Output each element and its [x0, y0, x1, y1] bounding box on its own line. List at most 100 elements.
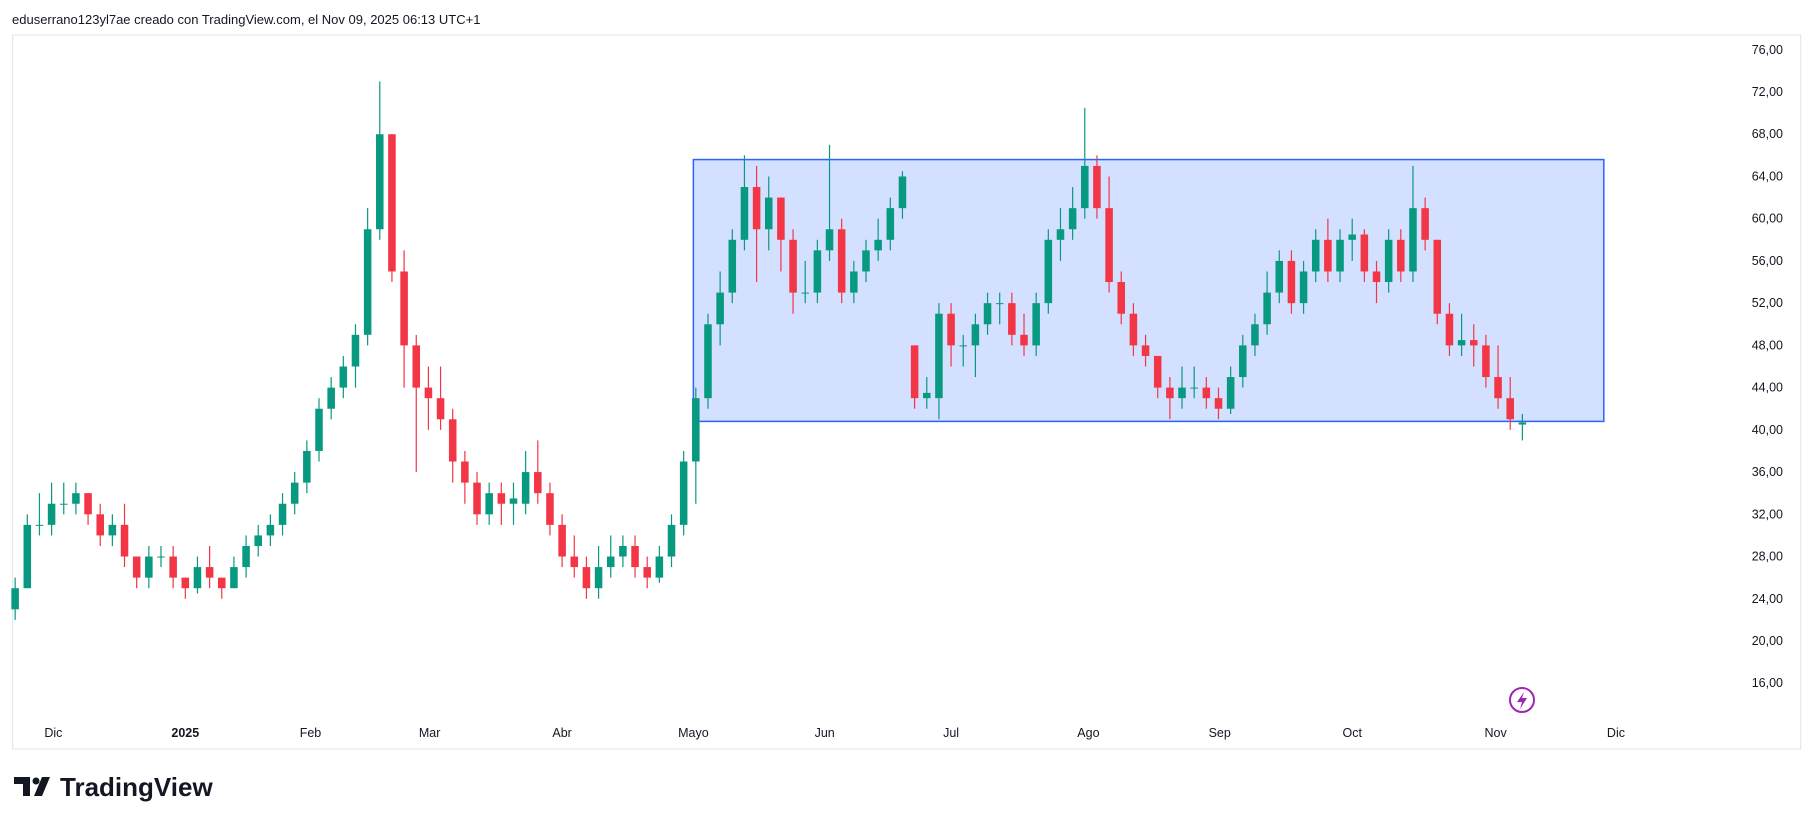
alert-icon — [1509, 687, 1535, 713]
y-tick-label: 48,00 — [1752, 338, 1783, 352]
candle-body — [1129, 313, 1138, 346]
y-tick-label: 44,00 — [1752, 381, 1783, 395]
candle-body — [922, 392, 931, 399]
y-tick-label: 36,00 — [1752, 465, 1783, 479]
candle-body — [1032, 303, 1040, 346]
candle-body — [181, 577, 190, 589]
candle-body — [145, 556, 153, 578]
candle-body — [303, 450, 311, 483]
candle-body — [789, 239, 797, 293]
candle-body — [242, 545, 250, 568]
candle-body — [801, 292, 809, 294]
logo: TradingView — [14, 772, 213, 802]
y-tick-label: 40,00 — [1752, 423, 1783, 437]
candle-body — [1433, 239, 1442, 314]
candle-body — [35, 524, 44, 526]
candle-body — [193, 567, 202, 589]
candle-body — [1457, 340, 1466, 346]
x-tick-label: Dic — [1607, 726, 1625, 740]
candle-body — [509, 498, 518, 504]
candle-body — [1275, 260, 1284, 293]
candle-body — [278, 503, 287, 525]
candle-body — [1324, 239, 1332, 272]
candle-body — [436, 398, 445, 420]
candle-body — [96, 514, 104, 536]
candle-body — [1190, 387, 1198, 389]
candle-body — [1202, 387, 1211, 399]
candle-body — [521, 472, 530, 504]
candle-body — [995, 303, 1004, 305]
candle-body — [619, 545, 627, 557]
candle-body — [910, 345, 919, 399]
candle-body — [230, 567, 238, 589]
candle-body — [655, 556, 664, 578]
candle-body — [1081, 165, 1089, 209]
candle-body — [1239, 345, 1247, 378]
candle-body — [1141, 345, 1150, 356]
x-tick-label: Abr — [552, 726, 571, 740]
candle-body — [1044, 239, 1053, 304]
candle-body — [1445, 313, 1454, 346]
y-tick-label: 64,00 — [1752, 169, 1783, 183]
candle-body — [606, 556, 615, 568]
candle-body — [169, 556, 177, 578]
candle-body — [84, 493, 92, 515]
candle-body — [132, 556, 141, 578]
candle-body — [218, 577, 226, 589]
candle-body — [1117, 282, 1126, 314]
logo-text: TradingView — [60, 772, 213, 802]
candle-body — [266, 524, 275, 536]
candle-body — [874, 239, 882, 251]
candle-body — [1384, 239, 1393, 283]
candle-body — [740, 187, 749, 240]
candle-body — [1153, 355, 1162, 388]
candle-body — [1008, 303, 1016, 335]
candle-body — [716, 292, 724, 325]
candle-body — [777, 197, 785, 240]
candle-body — [254, 535, 263, 546]
candle-body — [935, 313, 943, 399]
candle-body — [582, 567, 591, 589]
candle-body — [1348, 234, 1356, 240]
candle-body — [558, 524, 566, 557]
candle-body — [1178, 387, 1186, 399]
candle-body — [643, 567, 651, 578]
y-tick-label: 56,00 — [1752, 254, 1783, 268]
candle-body — [1251, 324, 1259, 346]
x-tick-label: Nov — [1485, 726, 1508, 740]
candle-body — [1287, 260, 1296, 304]
candle-body — [23, 524, 32, 589]
candle-body — [108, 524, 117, 536]
candle-body — [1397, 239, 1405, 272]
candle-body — [290, 482, 299, 504]
candle-body — [497, 493, 506, 504]
candle-body — [1336, 239, 1344, 272]
x-tick-label: 2025 — [171, 726, 199, 740]
candle-body — [679, 461, 688, 525]
candle-body — [1506, 398, 1514, 420]
candle-body — [825, 229, 834, 251]
candle-body — [667, 524, 676, 557]
candle-body — [1214, 398, 1223, 409]
candle-body — [764, 197, 773, 230]
y-tick-label: 52,00 — [1752, 296, 1783, 310]
candle-body — [1020, 334, 1028, 346]
candle-body — [837, 229, 846, 293]
x-tick-label: Feb — [300, 726, 322, 740]
chart-frame — [12, 34, 1802, 750]
x-tick-label: Dic — [44, 726, 62, 740]
x-tick-label: Oct — [1342, 726, 1362, 740]
candle-body — [1421, 208, 1429, 240]
header-text: eduserrano123yl7ae creado con TradingVie… — [12, 12, 480, 27]
y-tick-label: 60,00 — [1752, 212, 1783, 226]
candle-body — [546, 493, 554, 525]
candle-body — [728, 239, 737, 293]
candle-body — [534, 472, 542, 494]
x-tick-label: Mar — [419, 726, 441, 740]
candle-body — [376, 134, 384, 230]
candle-body — [1518, 422, 1527, 425]
y-tick-label: 16,00 — [1752, 676, 1783, 690]
candle-body — [1068, 208, 1077, 230]
candle-body — [813, 250, 822, 293]
